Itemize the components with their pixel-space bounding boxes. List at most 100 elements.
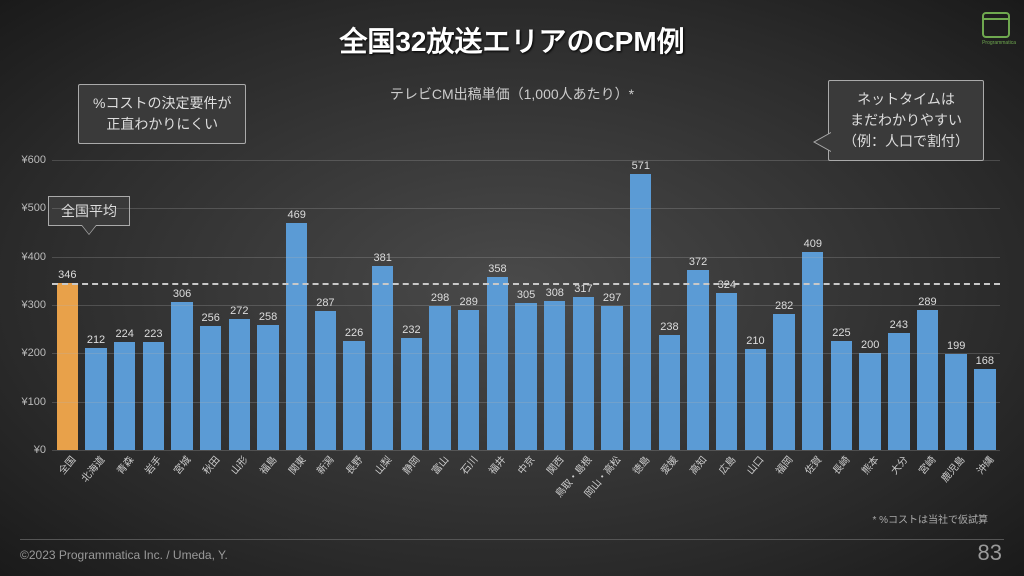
y-axis-label: ¥0 bbox=[12, 444, 46, 456]
bar-value-label: 212 bbox=[87, 334, 105, 346]
bar-value-label: 324 bbox=[718, 279, 736, 291]
bar-value-label: 168 bbox=[976, 355, 994, 367]
bar: 210 bbox=[745, 349, 766, 451]
bar-value-label: 224 bbox=[115, 328, 133, 340]
bar: 232 bbox=[401, 338, 422, 450]
x-axis-label: 石川 bbox=[455, 450, 482, 498]
bar: 168 bbox=[974, 369, 995, 450]
grid-line bbox=[52, 305, 1000, 306]
bar: 324 bbox=[716, 293, 737, 450]
bar-value-label: 210 bbox=[746, 335, 764, 347]
x-axis-label: 佐賀 bbox=[799, 450, 826, 498]
bar-value-label: 243 bbox=[890, 319, 908, 331]
x-axis-label: 青森 bbox=[111, 450, 138, 498]
page-title: 全国32放送エリアのCPM例 bbox=[0, 0, 1024, 60]
grid-line bbox=[52, 402, 1000, 403]
bar: 346 bbox=[57, 283, 78, 450]
grid-line bbox=[52, 353, 1000, 354]
x-axis-label: 福岡 bbox=[771, 450, 798, 498]
bar: 225 bbox=[831, 341, 852, 450]
footnote: * %コストは当社で仮試算 bbox=[872, 511, 988, 526]
x-axis-label: 山口 bbox=[742, 450, 769, 498]
grid-line bbox=[52, 257, 1000, 258]
bar: 258 bbox=[257, 325, 278, 450]
y-axis-label: ¥600 bbox=[12, 154, 46, 166]
bar: 287 bbox=[315, 311, 336, 450]
x-axis-label: 熊本 bbox=[857, 450, 884, 498]
avg-reference-line bbox=[52, 283, 1000, 285]
x-axis-label: 宮城 bbox=[169, 450, 196, 498]
x-axis-label: 山形 bbox=[226, 450, 253, 498]
x-axis-label: 福島 bbox=[255, 450, 282, 498]
y-axis-label: ¥500 bbox=[12, 202, 46, 214]
x-axis-label: 大分 bbox=[885, 450, 912, 498]
bar-value-label: 238 bbox=[660, 321, 678, 333]
footer-divider bbox=[20, 539, 1004, 540]
bar: 297 bbox=[601, 306, 622, 450]
bar: 272 bbox=[229, 319, 250, 450]
bar-value-label: 372 bbox=[689, 256, 707, 268]
callout-cost-line2: 正直わかりにくい bbox=[106, 116, 218, 132]
callout-nettime: ネットタイムは まだわかりやすい （例：人口で割付） bbox=[828, 80, 984, 161]
x-axis-label: 長野 bbox=[341, 450, 368, 498]
x-axis-label: 長崎 bbox=[828, 450, 855, 498]
y-axis-label: ¥100 bbox=[12, 396, 46, 408]
grid-line bbox=[52, 208, 1000, 209]
bar-value-label: 200 bbox=[861, 339, 879, 351]
bar-value-label: 306 bbox=[173, 288, 191, 300]
bar: 282 bbox=[773, 314, 794, 450]
bar-value-label: 256 bbox=[202, 312, 220, 324]
x-axis-label: 高知 bbox=[685, 450, 712, 498]
callout-nettime-line3: （例：人口で割付） bbox=[843, 133, 969, 149]
y-axis-label: ¥400 bbox=[12, 251, 46, 263]
bar: 298 bbox=[429, 306, 450, 450]
bar-value-label: 469 bbox=[288, 209, 306, 221]
bar-value-label: 298 bbox=[431, 292, 449, 304]
bar: 306 bbox=[171, 302, 192, 450]
bar-value-label: 226 bbox=[345, 327, 363, 339]
bar: 243 bbox=[888, 333, 909, 450]
page-number: 83 bbox=[978, 540, 1002, 566]
bar: 289 bbox=[458, 310, 479, 450]
bar: 226 bbox=[343, 341, 364, 450]
x-axis-label: 岩手 bbox=[140, 450, 167, 498]
bar-value-label: 308 bbox=[546, 287, 564, 299]
cpm-bar-chart: 346 212 224 223 306 256 272 258 469 287 226 381 232 2… bbox=[52, 160, 1000, 498]
y-axis-label: ¥300 bbox=[12, 299, 46, 311]
x-axis-label: 広島 bbox=[713, 450, 740, 498]
x-axis-label: 富山 bbox=[427, 450, 454, 498]
bar: 305 bbox=[515, 303, 536, 450]
bar-value-label: 223 bbox=[144, 328, 162, 340]
x-axis-label: 北海道 bbox=[83, 450, 110, 498]
bar: 381 bbox=[372, 266, 393, 450]
x-axis-label: 岡山・高松 bbox=[599, 450, 626, 498]
bar: 289 bbox=[917, 310, 938, 450]
bar: 238 bbox=[659, 335, 680, 450]
bar-value-label: 571 bbox=[632, 160, 650, 172]
bar: 571 bbox=[630, 174, 651, 450]
callout-nettime-line1: ネットタイムは bbox=[857, 91, 955, 107]
x-axis-label: 山梨 bbox=[369, 450, 396, 498]
footer-copyright: ©2023 Programmatica Inc. / Umeda, Y. bbox=[20, 548, 228, 562]
x-axis-label: 愛媛 bbox=[656, 450, 683, 498]
x-axis-label: 中京 bbox=[513, 450, 540, 498]
bar-value-label: 346 bbox=[58, 269, 76, 281]
x-axis-label: 関東 bbox=[283, 450, 310, 498]
bar-value-label: 258 bbox=[259, 311, 277, 323]
bar: 224 bbox=[114, 342, 135, 450]
bar: 372 bbox=[687, 270, 708, 450]
logo-text: Programmatica bbox=[982, 40, 1016, 46]
x-axis-label: 秋田 bbox=[197, 450, 224, 498]
bar-value-label: 232 bbox=[402, 324, 420, 336]
bar-value-label: 358 bbox=[488, 263, 506, 275]
bar-value-label: 289 bbox=[460, 296, 478, 308]
bar-value-label: 409 bbox=[804, 238, 822, 250]
x-axis-label: 福井 bbox=[484, 450, 511, 498]
callout-cost: %コストの決定要件が 正直わかりにくい bbox=[78, 84, 246, 144]
callout-nettime-line2: まだわかりやすい bbox=[850, 112, 962, 128]
bar-value-label: 225 bbox=[832, 327, 850, 339]
x-axis-label: 静岡 bbox=[398, 450, 425, 498]
bar-value-label: 381 bbox=[374, 252, 392, 264]
bar-value-label: 289 bbox=[918, 296, 936, 308]
bar: 317 bbox=[573, 297, 594, 450]
